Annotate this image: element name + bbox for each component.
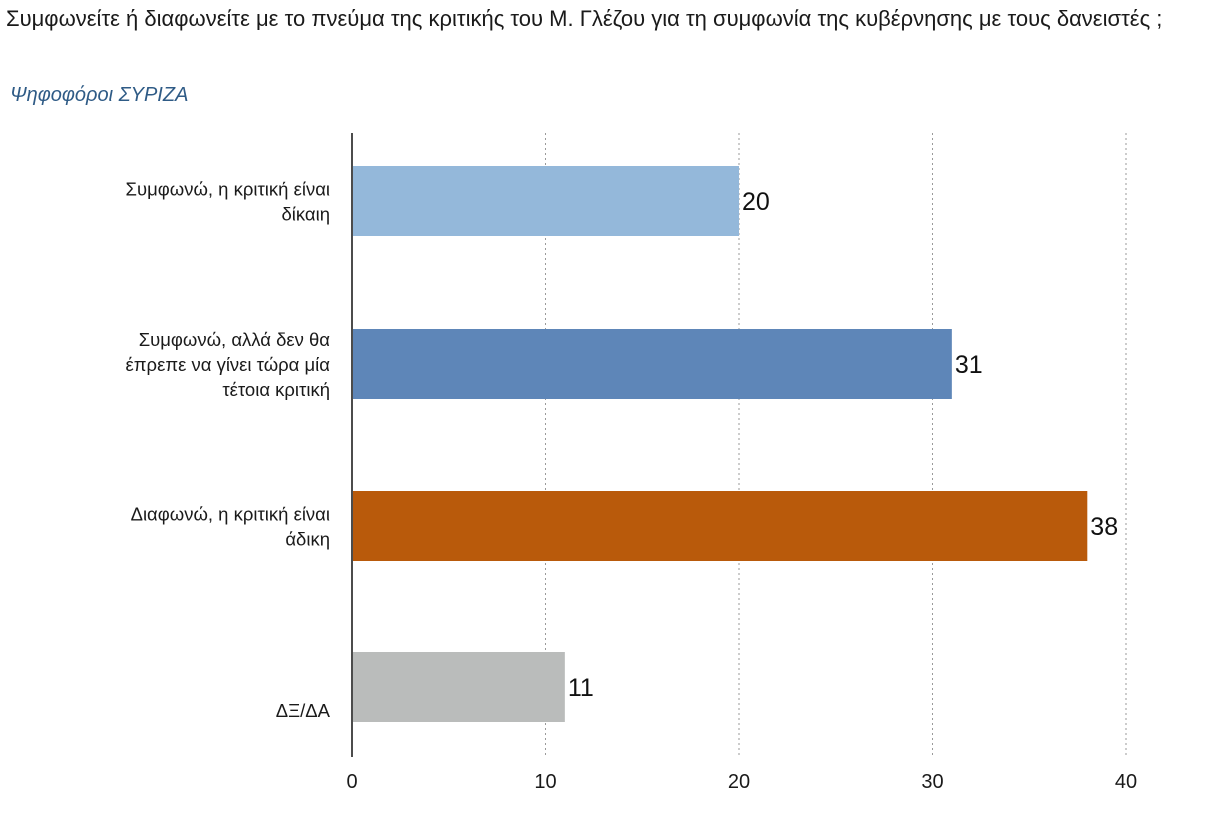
category-label: Διαφωνώ, η κριτική είναι άδικη <box>131 504 330 550</box>
category-label: Συμφωνώ, αλλά δεν θα έπρεπε να γίνει τώρα… <box>126 329 331 400</box>
category-label: Συμφωνώ, η κριτική είναι δίκαιη <box>126 179 330 225</box>
x-tick-label: 10 <box>534 771 556 793</box>
x-tick-label: 40 <box>1115 771 1137 793</box>
bar <box>353 491 1088 561</box>
bar <box>353 166 739 236</box>
chart-subtitle: Ψηφοφόροι ΣΥΡΙΖΑ <box>10 84 189 106</box>
x-tick-label: 30 <box>921 771 943 793</box>
category-label: ΔΞ/ΔΑ <box>276 700 331 721</box>
bars <box>353 166 1088 722</box>
x-tick-label: 20 <box>728 771 750 793</box>
bar <box>353 329 952 399</box>
x-tick-label: 0 <box>346 771 357 793</box>
value-label: 20 <box>742 188 770 216</box>
labels: 0 10 20 30 40 20 Συμφωνώ, η κριτική είναι δίκαι… <box>126 179 1138 794</box>
chart-title: Συμφωνείτε ή διαφωνείτε με το πνεύμα της… <box>6 6 1163 31</box>
value-label: 11 <box>568 674 594 702</box>
bar <box>353 652 565 722</box>
value-label: 38 <box>1090 513 1118 541</box>
value-label: 31 <box>955 351 983 379</box>
